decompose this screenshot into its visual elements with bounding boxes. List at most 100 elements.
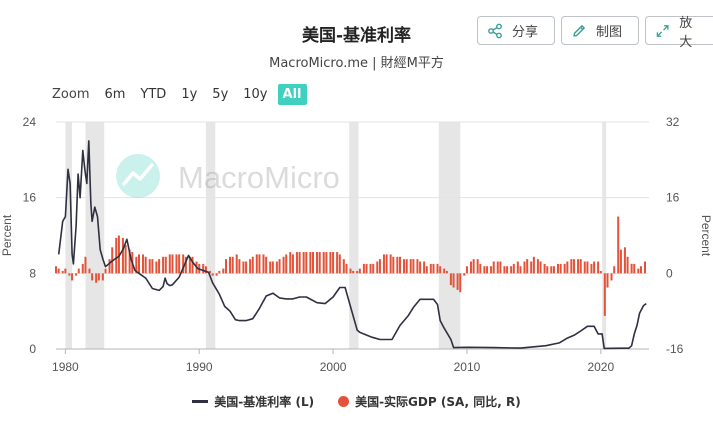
gdp-bar [409, 259, 412, 274]
gdp-bar [623, 247, 626, 274]
gdp-bar [613, 266, 616, 274]
legend-dot-swatch [338, 396, 350, 407]
legend-line-swatch [192, 400, 209, 403]
gdp-bar [516, 261, 519, 274]
gdp-bar [445, 270, 448, 274]
gdp-bar [510, 266, 513, 274]
gdp-bar [490, 266, 493, 274]
gdp-bar [506, 266, 509, 274]
gdp-bar [162, 256, 165, 274]
gdp-bar [168, 254, 171, 274]
gdp-bar [312, 252, 315, 274]
gdp-bar [429, 263, 432, 274]
gdp-bar [121, 237, 124, 274]
gdp-bar [369, 263, 372, 274]
gdp-bar [61, 270, 64, 274]
gdp-bar [175, 254, 178, 274]
gdp-bar [586, 261, 589, 274]
gdp-bar [425, 266, 428, 274]
page-subtitle: MacroMicro.me | 財經M平方 [269, 56, 444, 71]
gdp-bar [469, 261, 472, 274]
zoom-5y-button[interactable]: 5y [212, 87, 229, 102]
gdp-bar [436, 263, 439, 274]
legend-item-rate[interactable]: 美国-基准利率 (L) [192, 393, 314, 410]
y-right-tick-label: 16 [666, 191, 680, 205]
gdp-bar [204, 266, 207, 274]
gdp-bar [88, 268, 91, 274]
share-button[interactable]: 分享 [477, 16, 555, 45]
gdp-bar [479, 263, 482, 274]
zoom-ytd-button[interactable]: YTD [140, 87, 167, 102]
gdp-bar [218, 270, 221, 274]
zoom-1y-button[interactable]: 1y [181, 87, 198, 102]
recession-band [65, 122, 73, 349]
gdp-bar [376, 261, 379, 274]
gdp-bar [483, 266, 486, 274]
gdp-bar [84, 256, 87, 274]
zoom-6m-button[interactable]: 6m [104, 87, 126, 102]
gdp-bar [104, 268, 107, 274]
y-left-tick-label: 0 [29, 342, 36, 356]
gdp-bar [117, 235, 120, 274]
gdp-bar [289, 252, 292, 274]
gdp-bar [137, 254, 140, 274]
gdp-bar [262, 254, 265, 274]
y-left-axis-title: Percent [0, 214, 14, 256]
gdp-bar [639, 266, 642, 274]
gdp-bar [503, 266, 506, 274]
gdp-bar [492, 261, 495, 274]
gdp-bar [352, 270, 355, 274]
x-tick-label: 1990 [186, 360, 213, 374]
expand-button[interactable]: 放大 [645, 16, 713, 50]
gdp-bar [403, 259, 406, 274]
gdp-bar [416, 259, 419, 274]
gdp-bar [630, 263, 633, 274]
gdp-bar [305, 252, 308, 274]
gdp-bar [208, 270, 211, 274]
gdp-bar [238, 259, 241, 274]
gdp-bar [336, 252, 339, 274]
gdp-bar [583, 261, 586, 274]
watermark-text: MacroMicro [178, 160, 340, 195]
recession-band [602, 122, 607, 349]
gdp-bar [229, 256, 232, 274]
x-tick-label: 1980 [52, 360, 79, 374]
gdp-bar [325, 252, 328, 274]
gdp-bar [476, 259, 479, 274]
gdp-bar [597, 261, 600, 274]
gdp-bar [396, 256, 399, 274]
gdp-bar [222, 268, 225, 274]
zoom-10y-button[interactable]: 10y [243, 87, 268, 102]
zoom-all-button[interactable]: All [277, 84, 307, 105]
gdp-bar [144, 256, 147, 274]
chart-legend: 美国-基准利率 (L) 美国-实际GDP (SA, 同比, R) [0, 393, 713, 410]
gdp-bar [81, 263, 84, 274]
gdp-bar [158, 259, 161, 274]
gdp-bar [345, 263, 348, 274]
gdp-bar [512, 263, 515, 274]
expand-icon [656, 24, 669, 37]
gdp-bar [115, 237, 118, 274]
gdp-bar [202, 263, 205, 274]
gdp-bar [291, 254, 294, 274]
gdp-bar [643, 261, 646, 274]
gdp-bar [128, 249, 131, 274]
gdp-bar [593, 261, 596, 274]
gdp-bar [456, 273, 459, 290]
gdp-bar [412, 259, 415, 274]
gdp-bar [532, 256, 535, 274]
gdp-bar [285, 254, 288, 274]
gdp-bar [536, 259, 539, 274]
gdp-bar [372, 263, 375, 274]
y-left-tick-label: 16 [23, 191, 37, 205]
gdp-bar [556, 263, 559, 274]
legend-label-gdp: 美国-实际GDP (SA, 同比, R) [355, 395, 521, 409]
legend-item-gdp[interactable]: 美国-实际GDP (SA, 同比, R) [338, 393, 521, 410]
gdp-bar [356, 270, 359, 274]
y-right-tick-label: -16 [666, 342, 684, 356]
y-right-tick-label: 32 [666, 115, 680, 129]
draw-chart-button[interactable]: 制图 [561, 16, 639, 45]
y-left-tick-label: 24 [23, 115, 37, 129]
gdp-bar [463, 273, 466, 276]
